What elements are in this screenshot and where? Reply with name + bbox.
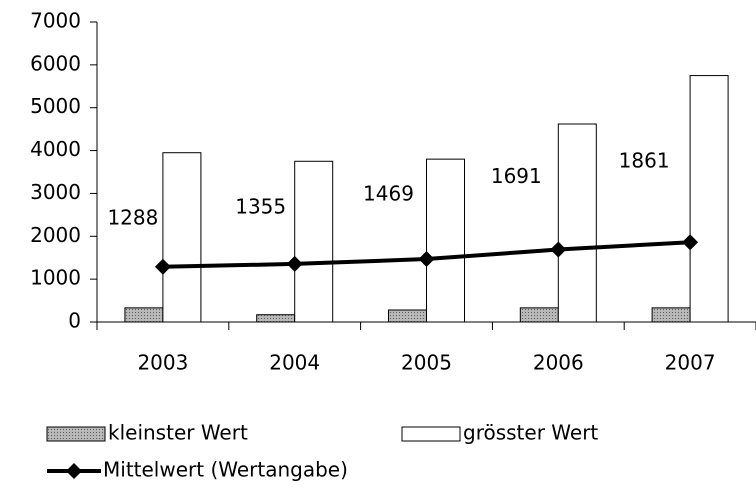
- marker: [682, 234, 699, 251]
- x-tick-label: 2004: [269, 351, 320, 375]
- x-tick-label: 2005: [401, 351, 452, 375]
- bar: [256, 314, 296, 323]
- marker: [286, 255, 303, 272]
- legend-label: Mittelwert (Wertangabe): [103, 458, 348, 482]
- data-label: 1355: [235, 194, 286, 218]
- data-label: 1288: [107, 205, 158, 229]
- legend-label: kleinster Wert: [108, 421, 248, 445]
- bar: [557, 123, 597, 323]
- legend-marker: [66, 463, 82, 479]
- legend-swatch: [401, 426, 461, 442]
- marker: [550, 241, 567, 258]
- y-tick-label: 1000: [30, 266, 81, 290]
- marker: [418, 251, 435, 268]
- x-tick-label: 2007: [665, 351, 716, 375]
- bar: [294, 160, 334, 323]
- y-tick-label: 2000: [30, 223, 81, 247]
- bar: [124, 307, 164, 323]
- marker: [154, 258, 171, 275]
- y-tick-label: 6000: [30, 51, 81, 75]
- y-tick-label: 4000: [30, 137, 81, 161]
- bar: [162, 152, 202, 323]
- bar: [426, 158, 465, 323]
- bar: [388, 309, 427, 323]
- bar: [651, 307, 691, 323]
- y-tick-label: 3000: [30, 180, 81, 204]
- data-label: 1691: [491, 164, 542, 188]
- x-tick-label: 2003: [137, 351, 188, 375]
- x-tick-label: 2006: [533, 351, 584, 375]
- y-tick-label: 0: [68, 309, 81, 333]
- bar: [689, 75, 729, 323]
- legend-swatch: [46, 426, 106, 442]
- bar: [519, 307, 559, 323]
- y-tick-label: 5000: [30, 94, 81, 118]
- data-label: 1469: [363, 182, 414, 206]
- legend-label: grösster Wert: [463, 421, 598, 445]
- y-tick-label: 7000: [30, 9, 81, 33]
- data-label: 1861: [619, 149, 670, 173]
